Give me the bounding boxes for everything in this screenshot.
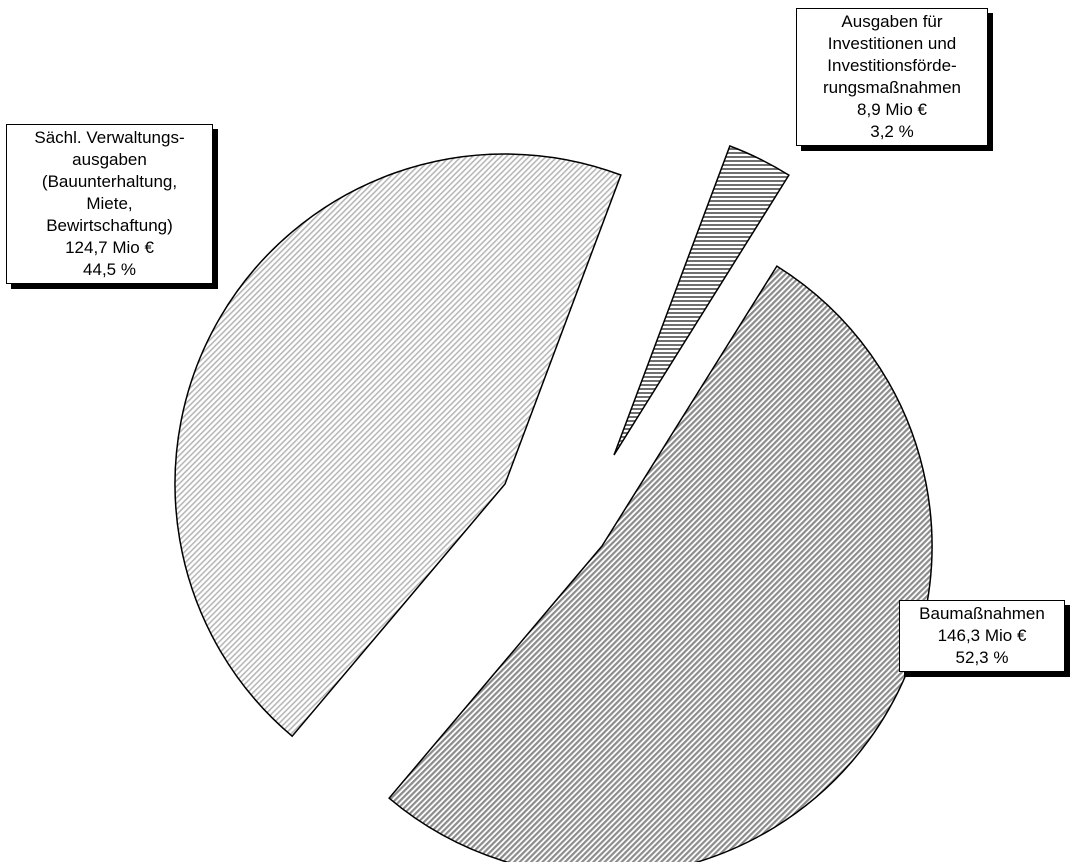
label-amount: 8,9 Mio € <box>857 100 927 119</box>
label-percent: 44,5 % <box>83 260 136 279</box>
label-line: Bewirtschaftung) <box>46 216 173 235</box>
label-percent: 3,2 % <box>870 122 914 141</box>
label-line: Baumaßnahmen <box>919 604 1045 623</box>
slice-label-baumassnahmen: Baumaßnahmen 146,3 Mio € 52,3 % <box>899 600 1065 672</box>
label-line: rungsmaßnahmen <box>823 78 961 97</box>
label-line: Investitionsförde- <box>827 56 957 75</box>
label-amount: 146,3 Mio € <box>937 626 1027 645</box>
label-line: (Bauunterhaltung, <box>41 172 178 191</box>
label-line: Investitionen und <box>827 34 957 53</box>
pie-slice-invest <box>613 145 790 456</box>
label-amount: 124,7 Mio € <box>65 238 154 257</box>
label-percent: 52,3 % <box>955 648 1009 667</box>
slice-label-verwaltungsausgaben: Sächl. Verwaltungs- ausgaben (Bauunterha… <box>6 124 213 284</box>
slice-label-investitionen: Ausgaben für Investitionen und Investiti… <box>796 8 988 146</box>
label-line: Sächl. Verwaltungs- <box>34 128 185 147</box>
pie-slices <box>174 145 933 862</box>
label-line: Miete, <box>86 194 133 213</box>
pie-slice-bau <box>388 265 933 862</box>
label-line: ausgaben <box>72 150 147 169</box>
pie-slice-verw <box>174 153 622 738</box>
label-line: Ausgaben für <box>841 12 943 31</box>
